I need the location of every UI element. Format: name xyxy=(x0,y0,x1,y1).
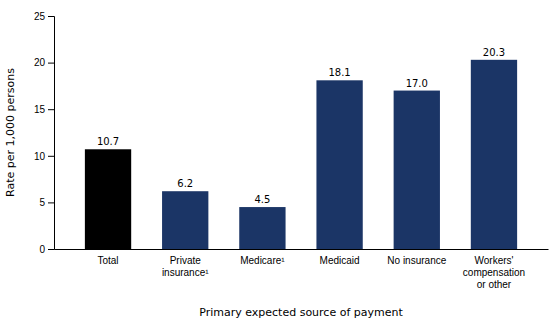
x-tick: Workers'compensationor other xyxy=(463,255,525,290)
chart: 0 5 10 15 20 25 Total Privateinsurance¹ Medicare… xyxy=(0,0,560,321)
x-axis-line xyxy=(55,249,549,250)
data-label: 20.3 xyxy=(483,47,505,58)
bar xyxy=(316,80,362,249)
x-tick: Privateinsurance¹ xyxy=(162,255,209,278)
y-axis: 0 5 10 15 20 25 xyxy=(34,11,55,255)
y-tick-label: 20 xyxy=(34,57,46,68)
bar xyxy=(162,191,208,249)
x-tick-label: Privateinsurance¹ xyxy=(162,255,209,278)
y-tick: 25 xyxy=(34,11,54,22)
data-label: 4.5 xyxy=(254,194,270,205)
y-axis-title: Rate per 1,000 persons xyxy=(4,68,17,197)
x-tick-label-line: compensation xyxy=(463,267,525,278)
bar xyxy=(85,149,131,249)
y-tick: 0 xyxy=(39,244,54,255)
bar xyxy=(394,91,440,249)
y-tick-label: 0 xyxy=(39,244,45,255)
y-tick-mark xyxy=(48,109,54,110)
y-tick: 10 xyxy=(34,151,54,162)
x-axis: Total Privateinsurance¹ Medicare¹ Medicaid N… xyxy=(55,250,549,291)
x-tick: Total xyxy=(97,255,118,266)
y-tick-mark xyxy=(48,202,54,203)
bar xyxy=(471,60,517,249)
x-tick-label-line: Total xyxy=(97,255,118,266)
x-tick: Medicare¹ xyxy=(240,255,285,266)
x-tick-label: Medicaid xyxy=(320,255,360,266)
y-axis-line xyxy=(48,17,55,250)
x-tick-label-line: or other xyxy=(477,279,512,290)
x-tick-label: Medicare¹ xyxy=(240,255,285,266)
data-labels: 10.7 6.2 4.5 18.1 17.0 20.3 xyxy=(97,47,505,205)
y-tick: 20 xyxy=(34,57,54,68)
y-tick-mark xyxy=(48,249,54,250)
bar xyxy=(239,207,285,249)
y-tick-label: 5 xyxy=(39,197,45,208)
x-tick-label-line: No insurance xyxy=(387,255,446,266)
y-tick-label: 15 xyxy=(34,104,46,115)
x-tick-label: No insurance xyxy=(387,255,446,266)
x-tick: No insurance xyxy=(387,255,446,266)
x-axis-title: Primary expected source of payment xyxy=(199,306,403,319)
x-tick-label-line: Private xyxy=(170,255,202,266)
x-tick-label-line: Medicaid xyxy=(320,255,360,266)
data-label: 17.0 xyxy=(406,78,428,89)
y-tick-mark xyxy=(48,63,54,64)
x-tick-label: Workers'compensationor other xyxy=(463,255,525,290)
data-label: 18.1 xyxy=(328,67,350,78)
y-tick-mark xyxy=(48,16,54,17)
data-label: 10.7 xyxy=(97,136,119,147)
x-tick: Medicaid xyxy=(320,255,360,266)
x-tick-label-line: insurance¹ xyxy=(162,267,209,278)
x-tick-label: Total xyxy=(97,255,118,266)
data-label: 6.2 xyxy=(177,178,193,189)
y-tick-mark xyxy=(48,156,54,157)
y-tick-label: 10 xyxy=(34,151,46,162)
y-tick-label: 25 xyxy=(34,11,46,22)
bars xyxy=(85,60,517,249)
x-tick-label-line: Medicare¹ xyxy=(240,255,285,266)
y-tick: 15 xyxy=(34,104,54,115)
x-tick-label-line: Workers' xyxy=(474,255,513,266)
y-tick: 5 xyxy=(39,197,54,208)
